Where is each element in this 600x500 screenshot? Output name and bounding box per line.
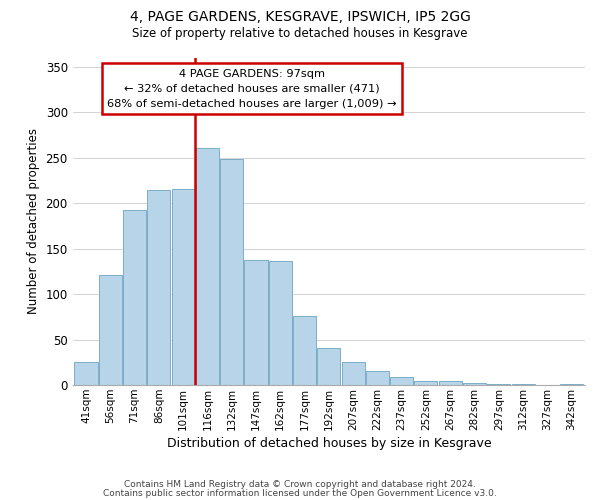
Bar xyxy=(293,316,316,385)
Bar xyxy=(220,160,243,385)
Bar xyxy=(74,362,98,385)
Bar xyxy=(148,190,170,385)
Bar xyxy=(415,380,437,385)
Bar xyxy=(439,380,462,385)
Bar xyxy=(244,260,268,385)
Text: 4 PAGE GARDENS: 97sqm
← 32% of detached houses are smaller (471)
68% of semi-det: 4 PAGE GARDENS: 97sqm ← 32% of detached … xyxy=(107,69,397,108)
Bar xyxy=(172,190,194,385)
Bar xyxy=(123,210,146,385)
Bar xyxy=(463,384,486,385)
Bar xyxy=(196,148,219,385)
Bar xyxy=(560,384,583,385)
Text: Contains HM Land Registry data © Crown copyright and database right 2024.: Contains HM Land Registry data © Crown c… xyxy=(124,480,476,489)
Bar xyxy=(317,348,340,385)
Text: Size of property relative to detached houses in Kesgrave: Size of property relative to detached ho… xyxy=(132,28,468,40)
Bar xyxy=(366,370,389,385)
Text: 4, PAGE GARDENS, KESGRAVE, IPSWICH, IP5 2GG: 4, PAGE GARDENS, KESGRAVE, IPSWICH, IP5 … xyxy=(130,10,470,24)
Bar xyxy=(390,377,413,385)
X-axis label: Distribution of detached houses by size in Kesgrave: Distribution of detached houses by size … xyxy=(167,437,491,450)
Text: Contains public sector information licensed under the Open Government Licence v3: Contains public sector information licen… xyxy=(103,489,497,498)
Bar xyxy=(487,384,511,385)
Bar xyxy=(341,362,365,385)
Bar xyxy=(269,262,292,385)
Bar xyxy=(512,384,535,385)
Bar xyxy=(99,275,122,385)
Y-axis label: Number of detached properties: Number of detached properties xyxy=(27,128,40,314)
